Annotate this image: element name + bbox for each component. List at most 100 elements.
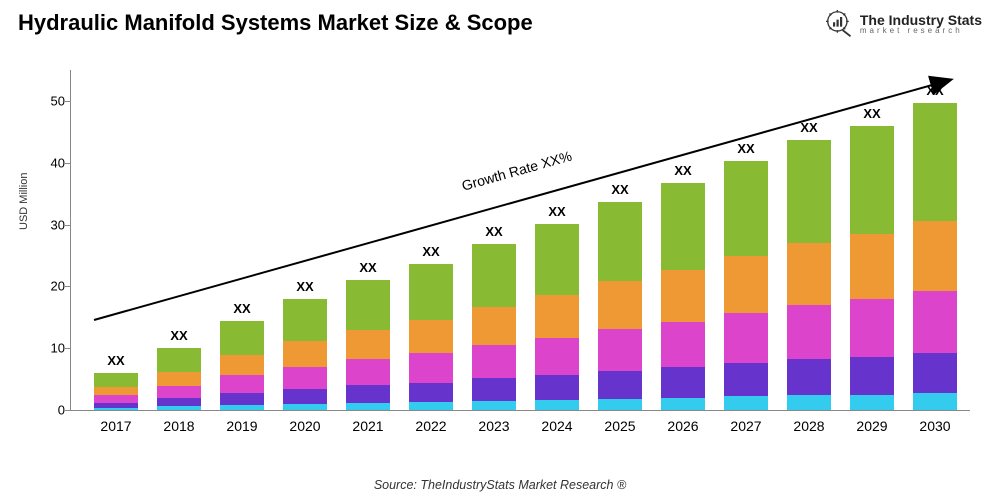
bar-segment bbox=[661, 367, 705, 397]
y-axis-line bbox=[70, 70, 71, 410]
bar-2021 bbox=[346, 280, 390, 410]
bar-top-label: XX bbox=[94, 353, 138, 368]
y-tick-label: 20 bbox=[30, 279, 65, 294]
bar-segment bbox=[220, 355, 264, 375]
logo-text: The Industry Stats market research bbox=[860, 13, 982, 35]
bar-segment bbox=[913, 393, 957, 410]
x-tick-label: 2022 bbox=[401, 418, 461, 434]
bar-segment bbox=[346, 330, 390, 360]
bar-segment bbox=[535, 400, 579, 410]
bar-top-label: XX bbox=[472, 224, 516, 239]
x-tick-label: 2018 bbox=[149, 418, 209, 434]
bar-segment bbox=[283, 367, 327, 389]
bar-segment bbox=[346, 385, 390, 402]
x-axis-line bbox=[70, 410, 970, 411]
bar-segment bbox=[94, 373, 138, 387]
bar-top-label: XX bbox=[661, 163, 705, 178]
bar-top-label: XX bbox=[598, 182, 642, 197]
bar-segment bbox=[535, 338, 579, 376]
bar-segment bbox=[535, 224, 579, 295]
bar-segment bbox=[283, 299, 327, 341]
bar-segment bbox=[787, 140, 831, 243]
bar-segment bbox=[661, 398, 705, 410]
bar-segment bbox=[346, 359, 390, 385]
bar-2018 bbox=[157, 348, 201, 410]
x-tick-label: 2017 bbox=[86, 418, 146, 434]
y-tick-mark bbox=[65, 348, 70, 349]
bar-segment bbox=[724, 313, 768, 363]
bar-segment bbox=[157, 386, 201, 398]
x-tick-label: 2026 bbox=[653, 418, 713, 434]
y-tick-label: 50 bbox=[30, 93, 65, 108]
y-tick-mark bbox=[65, 286, 70, 287]
bar-segment bbox=[724, 363, 768, 396]
bar-segment bbox=[220, 393, 264, 405]
chart-area: 01020304050 XX2017XX2018XX2019XX2020XX20… bbox=[70, 70, 970, 440]
x-tick-label: 2030 bbox=[905, 418, 965, 434]
bar-segment bbox=[913, 353, 957, 394]
bar-segment bbox=[598, 202, 642, 282]
bar-segment bbox=[724, 161, 768, 256]
y-tick-label: 0 bbox=[30, 403, 65, 418]
bar-segment bbox=[346, 280, 390, 329]
bar-2030 bbox=[913, 103, 957, 410]
bar-segment bbox=[661, 183, 705, 270]
bar-segment bbox=[472, 307, 516, 345]
bar-top-label: XX bbox=[409, 244, 453, 259]
bar-2023 bbox=[472, 244, 516, 410]
bar-2029 bbox=[850, 126, 894, 410]
bar-segment bbox=[787, 395, 831, 410]
bar-top-label: XX bbox=[346, 260, 390, 275]
bar-segment bbox=[409, 402, 453, 410]
bar-top-label: XX bbox=[913, 83, 957, 98]
x-tick-label: 2028 bbox=[779, 418, 839, 434]
bar-top-label: XX bbox=[220, 301, 264, 316]
bar-segment bbox=[472, 345, 516, 378]
bar-2022 bbox=[409, 264, 453, 410]
x-tick-label: 2020 bbox=[275, 418, 335, 434]
bar-segment bbox=[535, 375, 579, 400]
bar-top-label: XX bbox=[283, 279, 327, 294]
y-axis-label: USD Million bbox=[18, 173, 30, 230]
growth-arrow bbox=[70, 70, 970, 410]
bar-segment bbox=[409, 320, 453, 353]
bar-segment bbox=[850, 126, 894, 235]
bar-segment bbox=[850, 395, 894, 410]
bar-top-label: XX bbox=[850, 106, 894, 121]
bar-segment bbox=[724, 396, 768, 410]
bar-segment bbox=[409, 264, 453, 320]
bar-segment bbox=[220, 405, 264, 410]
bar-segment bbox=[94, 387, 138, 396]
logo-line2: market research bbox=[860, 27, 982, 35]
header: Hydraulic Manifold Systems Market Size &… bbox=[18, 10, 982, 38]
bar-2026 bbox=[661, 183, 705, 410]
x-tick-label: 2023 bbox=[464, 418, 524, 434]
bar-segment bbox=[787, 243, 831, 305]
bar-2024 bbox=[535, 224, 579, 410]
bar-segment bbox=[472, 401, 516, 410]
bar-segment bbox=[913, 291, 957, 353]
bar-segment bbox=[283, 341, 327, 366]
bar-segment bbox=[220, 375, 264, 393]
growth-rate-label: Growth Rate XX% bbox=[460, 148, 574, 194]
bar-segment bbox=[157, 406, 201, 410]
x-tick-label: 2024 bbox=[527, 418, 587, 434]
bar-2020 bbox=[283, 299, 327, 410]
page-title: Hydraulic Manifold Systems Market Size &… bbox=[18, 10, 533, 36]
bar-segment bbox=[283, 404, 327, 410]
bar-segment bbox=[409, 353, 453, 383]
y-tick-mark bbox=[65, 225, 70, 226]
bar-segment bbox=[661, 270, 705, 322]
x-tick-label: 2019 bbox=[212, 418, 272, 434]
bar-segment bbox=[472, 244, 516, 307]
x-tick-label: 2021 bbox=[338, 418, 398, 434]
bar-segment bbox=[346, 403, 390, 410]
bar-segment bbox=[94, 408, 138, 410]
y-tick-mark bbox=[65, 410, 70, 411]
bar-segment bbox=[598, 399, 642, 410]
logo: The Industry Stats market research bbox=[826, 10, 982, 38]
bar-segment bbox=[598, 329, 642, 371]
bar-segment bbox=[787, 359, 831, 395]
bar-segment bbox=[472, 378, 516, 400]
bar-top-label: XX bbox=[787, 120, 831, 135]
